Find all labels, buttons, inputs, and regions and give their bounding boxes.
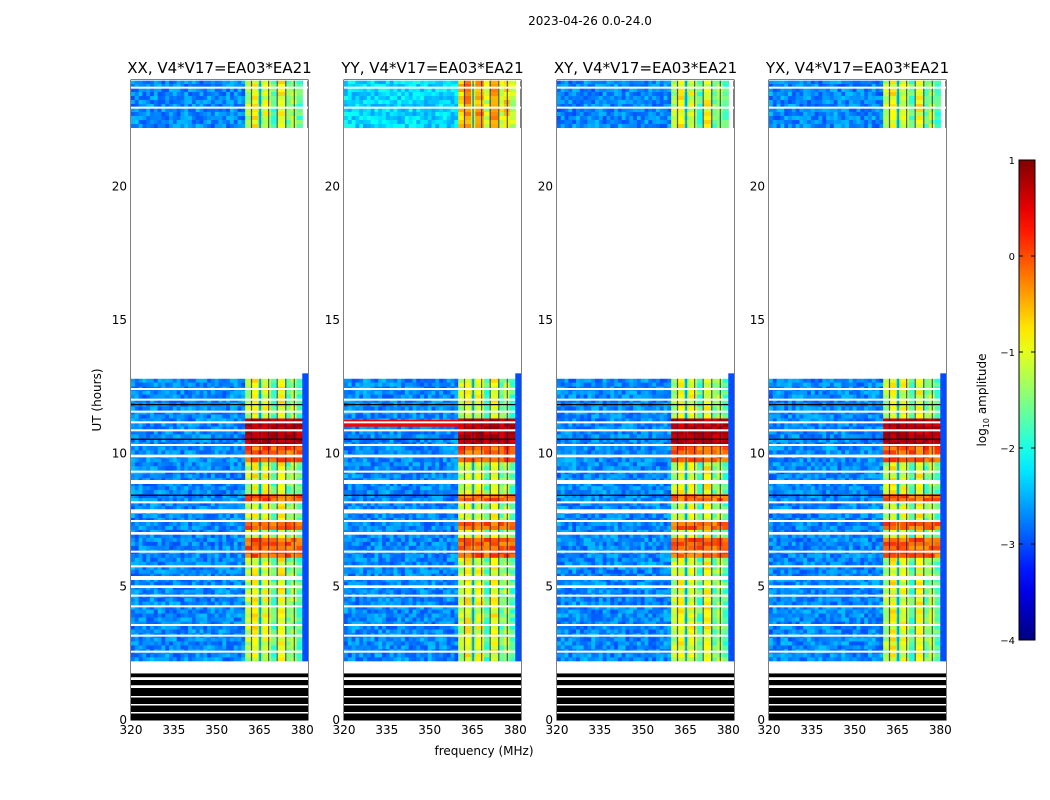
y-tick-label: 5 — [545, 580, 553, 594]
x-tick-label: 380 — [504, 723, 527, 737]
x-tick-label: 320 — [546, 723, 569, 737]
y-tick-label: 15 — [750, 313, 765, 327]
y-tick-label: 5 — [119, 580, 127, 594]
y-tick-label: 15 — [325, 313, 340, 327]
x-tick-label: 320 — [120, 723, 143, 737]
x-tick-label: 350 — [843, 723, 866, 737]
panel-title: XY, V4*V17=EA03*EA21 — [554, 59, 737, 77]
y-tick-label: 20 — [325, 180, 340, 194]
colorbar-tick-label: 0 — [1009, 252, 1015, 263]
figure-suptitle: 2023-04-26 0.0-24.0 — [528, 14, 652, 28]
panel-title: YX, V4*V17=EA03*EA21 — [765, 59, 949, 77]
panel-xy-image — [557, 80, 734, 720]
y-tick-label: 10 — [112, 446, 127, 460]
y-tick-label: 5 — [757, 580, 765, 594]
x-tick-label: 320 — [758, 723, 781, 737]
colorbar-tick-label: −3 — [1000, 540, 1015, 551]
y-tick-label: 5 — [332, 580, 340, 594]
panel-yx-image — [769, 80, 946, 720]
x-tick-label: 320 — [333, 723, 356, 737]
y-axis-label: UT (hours) — [90, 368, 104, 431]
colorbar-label: log10 amplitude — [975, 354, 991, 447]
panel-xx: 320 335 350 365 380 0 5 10 15 20 XX, V4*V17=EA03*E… — [112, 59, 314, 737]
y-tick-label: 0 — [757, 713, 765, 727]
y-tick-label: 10 — [325, 446, 340, 460]
y-tick-label: 15 — [112, 313, 127, 327]
x-tick-label: 365 — [248, 723, 271, 737]
x-tick-label: 335 — [162, 723, 185, 737]
y-tick-label: 0 — [545, 713, 553, 727]
x-tick-label: 350 — [631, 723, 654, 737]
x-axis-label: frequency (MHz) — [434, 744, 533, 758]
panel-yy-image — [344, 80, 521, 720]
x-tick-label: 335 — [588, 723, 611, 737]
y-tick-label: 20 — [750, 180, 765, 194]
x-tick-label: 365 — [674, 723, 697, 737]
y-tick-label: 10 — [750, 446, 765, 460]
panel-title: XX, V4*V17=EA03*EA21 — [127, 59, 311, 77]
y-tick-label: 0 — [332, 713, 340, 727]
x-tick-label: 350 — [205, 723, 228, 737]
colorbar-gradient — [1018, 159, 1036, 641]
x-tick-label: 365 — [886, 723, 909, 737]
colorbar-tick-label: 1 — [1009, 156, 1015, 167]
x-tick-label: 380 — [717, 723, 740, 737]
y-tick-label: 20 — [112, 180, 127, 194]
panel-xy: 320 335 350 365 380 0 5 10 15 20 XY, V4*V17=EA03*E… — [538, 59, 740, 737]
colorbar: 1 0 −1 −2 −3 −4 log10 amplitude — [975, 156, 1036, 647]
panel-xx-image — [131, 80, 308, 720]
y-tick-label: 10 — [538, 446, 553, 460]
colorbar-tick-label: −4 — [1000, 636, 1015, 647]
x-tick-label: 335 — [800, 723, 823, 737]
x-tick-label: 365 — [461, 723, 484, 737]
x-tick-label: 380 — [929, 723, 952, 737]
y-tick-label: 0 — [119, 713, 127, 727]
colorbar-tick-label: −2 — [1000, 444, 1015, 455]
x-tick-label: 335 — [375, 723, 398, 737]
colorbar-tick-label: −1 — [1000, 348, 1015, 359]
x-tick-label: 380 — [291, 723, 314, 737]
y-tick-label: 15 — [538, 313, 553, 327]
panel-title: YY, V4*V17=EA03*EA21 — [340, 59, 523, 77]
y-tick-label: 20 — [538, 180, 553, 194]
x-tick-label: 350 — [418, 723, 441, 737]
